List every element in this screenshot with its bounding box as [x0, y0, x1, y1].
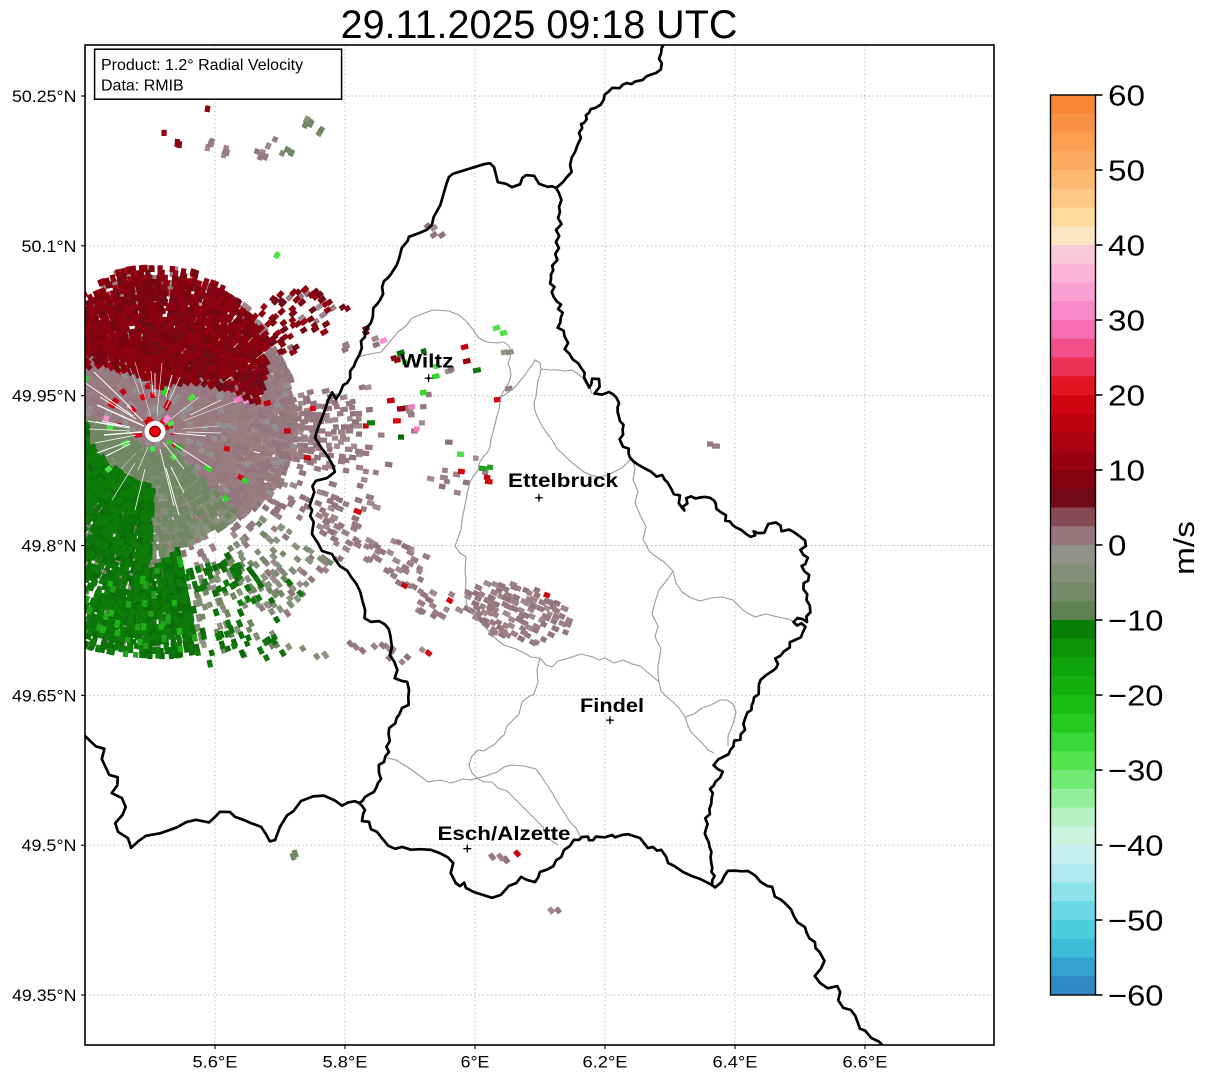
- svg-text:40: 40: [1108, 231, 1145, 263]
- svg-text:−50: −50: [1108, 906, 1164, 938]
- svg-text:60: 60: [1108, 81, 1145, 113]
- svg-text:50.25°N: 50.25°N: [12, 87, 77, 106]
- svg-text:Data: RMIB: Data: RMIB: [101, 78, 184, 95]
- svg-text:Ettelbruck: Ettelbruck: [508, 470, 618, 492]
- svg-text:Wiltz: Wiltz: [401, 351, 454, 373]
- svg-text:49.95°N: 49.95°N: [12, 387, 77, 406]
- svg-text:6.2°E: 6.2°E: [583, 1053, 628, 1072]
- svg-text:−10: −10: [1108, 606, 1164, 638]
- svg-text:Esch/Alzette: Esch/Alzette: [438, 823, 571, 845]
- svg-text:6°E: 6°E: [461, 1053, 490, 1072]
- svg-text:0: 0: [1108, 531, 1126, 563]
- svg-text:50: 50: [1108, 156, 1145, 188]
- svg-text:Findel: Findel: [580, 695, 644, 717]
- svg-text:Product: 1.2° Radial Velocity: Product: 1.2° Radial Velocity: [101, 57, 303, 74]
- svg-text:49.5°N: 49.5°N: [22, 836, 77, 855]
- svg-text:6.4°E: 6.4°E: [713, 1053, 758, 1072]
- svg-text:5.8°E: 5.8°E: [323, 1053, 368, 1072]
- svg-text:30: 30: [1108, 306, 1145, 338]
- svg-text:10: 10: [1108, 456, 1145, 488]
- svg-text:5.6°E: 5.6°E: [193, 1053, 238, 1072]
- svg-text:29.11.2025 09:18 UTC: 29.11.2025 09:18 UTC: [341, 3, 738, 47]
- svg-text:50.1°N: 50.1°N: [22, 237, 77, 256]
- svg-text:−40: −40: [1108, 831, 1164, 863]
- svg-text:49.35°N: 49.35°N: [12, 986, 77, 1005]
- svg-text:49.65°N: 49.65°N: [12, 686, 77, 705]
- svg-text:−20: −20: [1108, 681, 1164, 713]
- svg-text:m/s: m/s: [1169, 521, 1201, 575]
- svg-text:49.8°N: 49.8°N: [22, 537, 77, 556]
- svg-text:6.6°E: 6.6°E: [843, 1053, 888, 1072]
- svg-text:−60: −60: [1108, 981, 1164, 1013]
- svg-text:20: 20: [1108, 381, 1145, 413]
- svg-text:−30: −30: [1108, 756, 1164, 788]
